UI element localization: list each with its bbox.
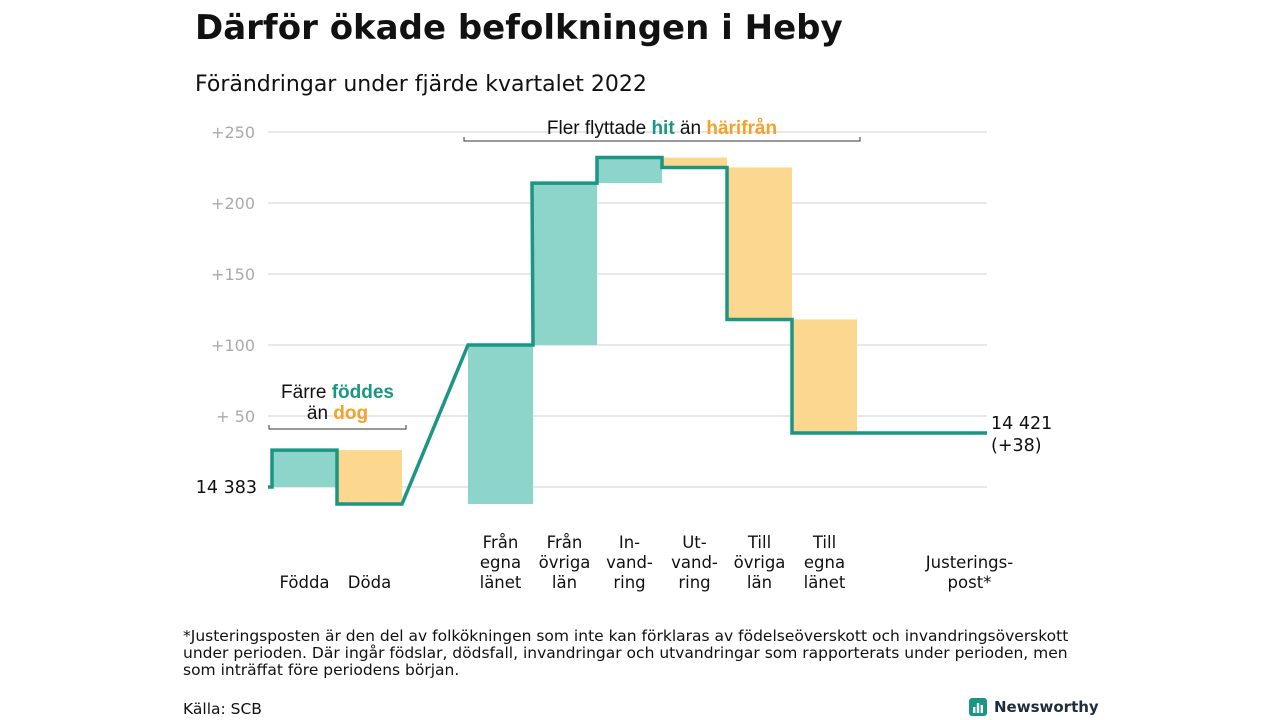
- annotation-births-line1: Färre föddes: [281, 382, 394, 403]
- y-tick-label: +250: [211, 123, 255, 142]
- newsworthy-logo-icon: [969, 698, 987, 716]
- bar-från-egna-länet: [468, 345, 533, 505]
- bar-till-övriga-län: [727, 167, 792, 320]
- cumulative-step-line: [268, 155, 987, 506]
- annotation-births-bracket: [268, 425, 407, 430]
- start-value-label: 14 383: [196, 478, 257, 498]
- waterfall-chart: +250 +200 +150 +100 + 50 Födda Döda Från egna län…: [196, 118, 1052, 592]
- x-category-label: Födda: [279, 573, 329, 592]
- annotation-births-line2: än dog: [307, 403, 368, 424]
- annotation-migration-text: Fler flyttade hit än härifrån: [547, 118, 777, 139]
- y-tick-label: + 50: [216, 407, 255, 426]
- chart-title: Därför ökade befolkningen i Heby: [195, 8, 843, 48]
- bar-födda: [272, 450, 337, 487]
- x-category-label: Döda: [348, 573, 391, 592]
- x-category-label: Ut-vand-ring: [671, 533, 718, 592]
- y-tick-label: +150: [211, 265, 255, 284]
- bar-från-övriga-län: [532, 183, 597, 345]
- x-category-label: Till egna länet: [804, 533, 846, 592]
- y-tick-label: +200: [211, 194, 255, 213]
- bar-döda: [337, 450, 402, 505]
- source-note: Källa: SCB: [183, 700, 262, 718]
- brand-name: Newsworthy: [994, 698, 1099, 716]
- annotation-migration-bracket: [463, 137, 861, 142]
- x-category-label: Till övriga län: [734, 533, 786, 592]
- footnote: *Justeringsposten är den del av folkökni…: [183, 627, 1069, 679]
- end-value-label: 14 421: [991, 414, 1052, 434]
- end-change-label: (+38): [991, 436, 1042, 456]
- x-category-label: Justerings-post*: [925, 553, 1013, 592]
- bar-ut-vand-ring: [662, 157, 727, 168]
- x-category-label: In-vand-ring: [606, 533, 653, 592]
- y-tick-label: +100: [211, 336, 255, 355]
- x-category-label: Från övriga län: [539, 533, 591, 592]
- chart-subtitle: Förändringar under fjärde kvartalet 2022: [195, 72, 647, 97]
- x-category-label: Från egna länet: [480, 533, 522, 592]
- brand-logo: Newsworthy: [968, 697, 1099, 717]
- bar-in-vand-ring: [597, 157, 662, 184]
- bar-till-egna-länet: [792, 319, 857, 434]
